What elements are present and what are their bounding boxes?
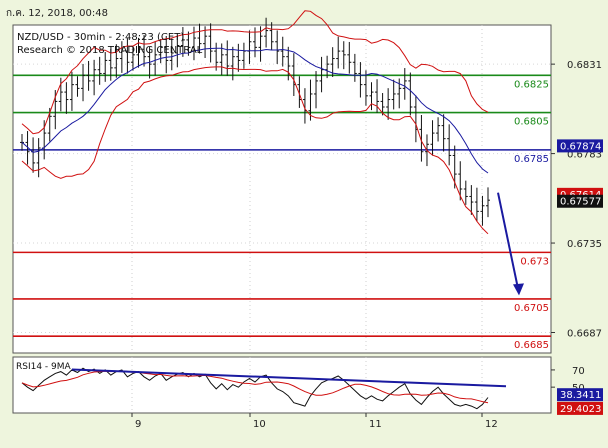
- moving-average: [21, 47, 489, 174]
- forecast-arrow: [497, 192, 520, 294]
- level-label: 0.6705: [514, 303, 549, 314]
- y-tick-label: 0.6735: [567, 239, 602, 250]
- rsi-badge-label: 38.3411: [560, 390, 601, 401]
- level-label: 0.6805: [514, 117, 549, 128]
- chart-title: NZD/USD - 30min - 2:48:23 (CET): [17, 32, 184, 43]
- axes: 9 10 11 12 0.6831 0.6783 0.6735 0.6687 0.67874 0.…: [131, 60, 603, 430]
- forecast-arrowhead: [513, 283, 524, 296]
- price-badge-label: 0.67577: [560, 197, 601, 208]
- bollinger-bands: [21, 10, 489, 235]
- price-badge-label: 0.67874: [560, 141, 601, 152]
- x-tick-label: 11: [369, 419, 382, 430]
- price-badge: [557, 139, 603, 153]
- rsi-badge: [557, 388, 603, 402]
- y-tick-label: 0.6831: [567, 60, 602, 71]
- y-tick-label: 0.6783: [567, 150, 602, 161]
- price-badge: [557, 194, 603, 208]
- x-tick-label: 9: [135, 419, 141, 430]
- level-label: 0.673: [520, 256, 549, 267]
- level-label: 0.6825: [514, 79, 549, 90]
- upper-band: [21, 10, 489, 135]
- rsi-trendline: [71, 368, 507, 388]
- rsi-badge-label: 29.4023: [560, 404, 601, 415]
- price-bars: [20, 17, 490, 226]
- x-tick-label: 10: [253, 419, 266, 430]
- y-tick-label: 0.6687: [567, 329, 602, 340]
- rsi-tick-label: 70: [572, 366, 585, 377]
- rsi-label: RSI14 - 9MA: [16, 362, 72, 372]
- x-tick-label: 12: [485, 419, 498, 430]
- rsi-ma-line: [21, 370, 489, 404]
- lower-band: [21, 66, 489, 235]
- level-label: 0.6685: [514, 340, 549, 351]
- rsi-badge: [557, 401, 603, 415]
- level-label: 0.6785: [514, 154, 549, 165]
- rsi-lines: [21, 367, 507, 410]
- timestamp: ก.ค. 12, 2018, 00:48: [6, 8, 108, 19]
- chart-subtitle: Research © 2018 TRADING CENTRAL: [17, 45, 203, 56]
